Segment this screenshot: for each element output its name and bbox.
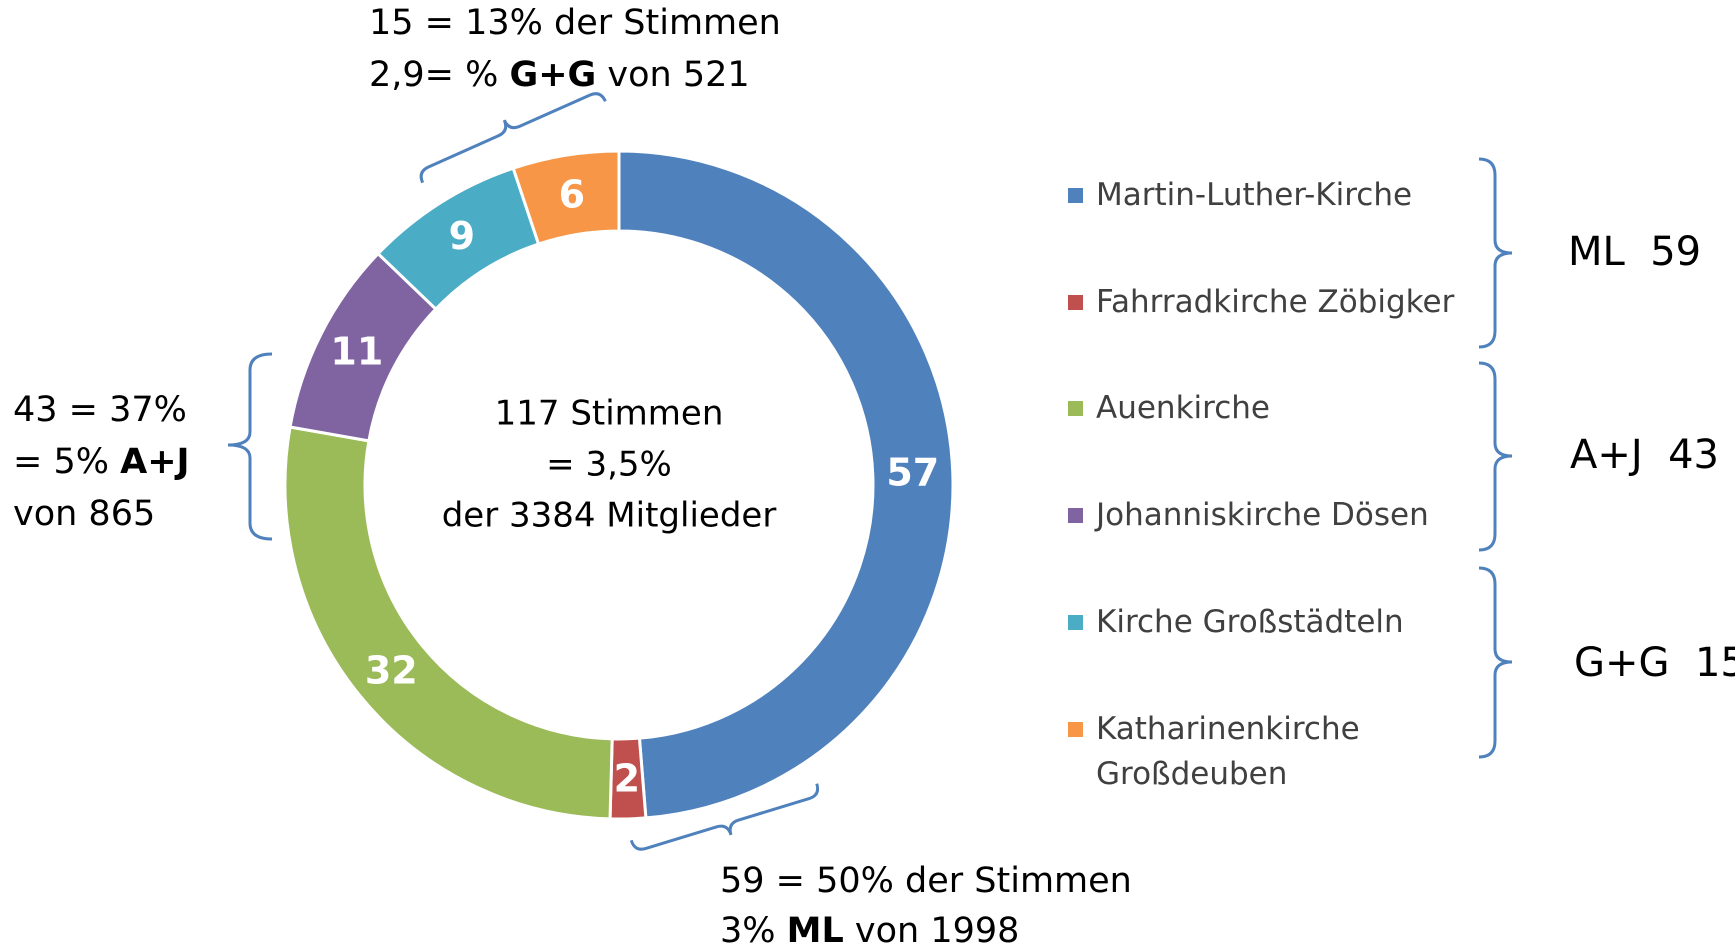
annotation-part: 59 = 50% der Stimmen [720,861,1132,901]
annotation: 15 = 13% der Stimmen [369,3,781,43]
legend-label: Kirche Großstädteln [1096,604,1404,640]
annotation: 59 = 50% der Stimmen [720,861,1132,901]
annotation: 2,9= % G+G von 521 [369,55,750,95]
brace [227,352,273,541]
annotation-part: 15 = 13% der Stimmen [369,3,781,43]
group-label: ML 59 [1568,229,1701,275]
annotation: = 5% A+J [13,442,190,482]
annotation-part: A+J [120,442,189,482]
data-label: 57 [886,451,939,495]
center-text: = 3,5% [546,445,672,485]
legend-label: Katharinenkirche Großdeuben [1096,711,1360,792]
legend-label: Johanniskirche Dösen [1096,497,1429,533]
data-label: 6 [559,172,585,216]
annotation-part: von 1998 [844,911,1020,945]
legend-label: Auenkirche [1096,390,1270,426]
annotation-part: 43 = 37% [13,390,187,430]
annotation: 43 = 37% [13,390,187,430]
data-label: 11 [330,329,383,373]
legend-label: Fahrradkirche Zöbigker [1096,284,1455,320]
annotation-part: von 865 [13,494,155,534]
legend-swatch [1068,188,1083,203]
slice [617,149,955,820]
legend-swatch [1068,508,1083,523]
slice [283,425,614,821]
legend-swatch [1068,615,1083,630]
annotation-part: = 5% [13,442,120,482]
data-label: 9 [449,214,475,258]
data-label: 32 [365,648,418,692]
brace [1478,361,1513,552]
slices [283,149,955,821]
legend-swatch [1068,401,1083,416]
annotation-part: 3% [720,911,787,945]
brace [629,783,820,851]
texts: 57 2 32 11 9 6 117 Stimmen = 3,5% der 3384 Mitgl… [13,3,1735,945]
legend-label: Martin-Luther-Kirche [1096,177,1413,213]
legend-swatch [1068,295,1083,310]
center-text: der 3384 Mitglieder [442,496,777,536]
brace [1478,566,1513,759]
brace [1478,157,1513,349]
annotation-part: von 521 [596,55,749,95]
annotation-part: 2,9= % [369,55,510,95]
annotation: von 865 [13,494,155,534]
group-label: G+G 15 [1574,640,1735,686]
center-text: 117 Stimmen [495,394,724,434]
annotation-part: G+G [510,55,597,95]
data-label: 2 [614,756,640,800]
annotation: 3% ML von 1998 [720,911,1019,945]
slice [511,149,621,246]
legend-swatch [1068,722,1083,737]
group-label: A+J 43 [1570,432,1719,478]
annotation-part: ML [787,911,844,945]
